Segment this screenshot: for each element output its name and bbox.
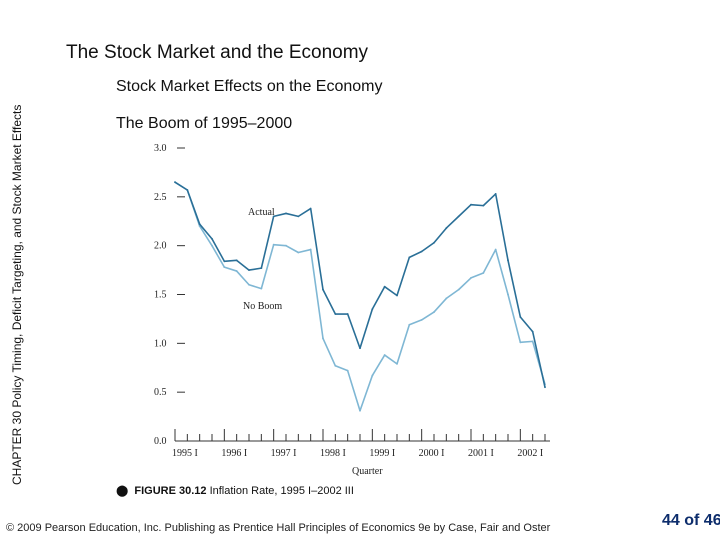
x-tick-label: 1996 I xyxy=(221,448,247,459)
page-number: 44 of 46 xyxy=(662,512,720,529)
data-point-actual xyxy=(235,259,238,262)
data-point-noboom xyxy=(494,248,497,251)
data-point-noboom xyxy=(408,323,411,326)
x-axis: 1995 I 1996 I 1997 I 1998 I 1999 I 2000 I 2001… xyxy=(172,429,550,459)
data-point-actual xyxy=(507,259,509,262)
data-point-noboom xyxy=(371,374,374,377)
globe-icon: ⬤ xyxy=(116,485,129,497)
data-point-noboom xyxy=(346,369,349,372)
x-tick-label: 2002 I xyxy=(517,448,543,459)
x-tick-label: 1998 I xyxy=(320,448,346,459)
y-axis: 0.0 0.5 1.0 1.5 2.0 2.5 3.0 xyxy=(154,143,185,447)
figure-number: FIGURE 30.12 xyxy=(134,485,207,497)
y-tick-label: 2.0 xyxy=(154,241,167,252)
data-point-noboom xyxy=(420,318,423,321)
data-point-noboom xyxy=(309,248,312,251)
x-tick-label: 1997 I xyxy=(271,448,297,459)
chapter-side-label: CHAPTER 30 Policy Timing, Deficit Target… xyxy=(10,104,24,485)
data-point-actual xyxy=(174,181,176,184)
series-line-noboom xyxy=(174,181,546,412)
data-point-noboom xyxy=(482,272,485,274)
y-tick-label: 0.0 xyxy=(154,436,167,447)
slide-title: The Stock Market and the Economy xyxy=(66,42,369,63)
data-point-noboom xyxy=(470,276,472,279)
data-point-actual xyxy=(198,223,201,226)
data-point-actual xyxy=(260,267,263,270)
x-tick-label: 1995 I xyxy=(172,448,198,459)
data-point-noboom xyxy=(235,270,238,272)
data-point-actual xyxy=(309,207,312,210)
data-point-actual xyxy=(420,250,423,253)
x-tick-label: 2000 I xyxy=(419,448,445,459)
data-point-actual xyxy=(482,204,485,207)
data-point-noboom xyxy=(359,409,361,412)
data-point-actual xyxy=(457,215,460,218)
data-point-actual xyxy=(346,313,349,315)
inflation-chart: 0.0 0.5 1.0 1.5 2.0 2.5 3.0 1995 I 1996 I 1997 I… xyxy=(154,143,550,477)
data-point-noboom xyxy=(322,337,324,340)
x-tick-label: 2001 I xyxy=(468,448,494,459)
data-point-actual xyxy=(285,212,287,215)
data-point-actual xyxy=(272,215,275,218)
data-point-actual xyxy=(519,316,522,318)
data-point-noboom xyxy=(285,244,287,247)
data-point-actual xyxy=(445,227,448,229)
data-point-actual xyxy=(494,193,497,195)
series-layer xyxy=(174,181,546,412)
data-point-actual xyxy=(383,285,386,288)
data-point-noboom xyxy=(223,266,226,269)
series-line-actual xyxy=(174,181,546,388)
data-point-noboom xyxy=(248,283,250,286)
data-point-noboom xyxy=(383,354,386,356)
data-point-noboom xyxy=(433,311,435,313)
section-title: Stock Market Effects on the Economy xyxy=(116,78,383,95)
data-point-noboom xyxy=(445,297,448,300)
data-point-actual xyxy=(408,256,411,259)
data-point-noboom xyxy=(297,251,300,254)
figure-description: Inflation Rate, 1995 I–2002 III xyxy=(209,485,354,497)
data-point-noboom xyxy=(334,364,337,367)
data-point-actual xyxy=(223,260,226,263)
series-label-actual: Actual xyxy=(248,207,275,218)
data-point-actual xyxy=(433,241,435,244)
data-point-actual xyxy=(371,308,374,311)
y-tick-label: 1.0 xyxy=(154,338,167,349)
data-point-actual xyxy=(531,330,534,333)
series-label-noboom: No Boom xyxy=(243,301,282,312)
chart-title: The Boom of 1995–2000 xyxy=(116,115,293,132)
y-tick-label: 1.5 xyxy=(154,290,167,301)
data-point-actual xyxy=(359,347,361,350)
data-point-actual xyxy=(396,294,398,297)
x-tick-label: 1999 I xyxy=(369,448,395,459)
data-point-actual xyxy=(322,288,324,291)
data-point-actual xyxy=(186,189,189,191)
data-point-noboom xyxy=(531,340,534,343)
data-point-actual xyxy=(334,313,337,315)
data-point-noboom xyxy=(211,244,213,247)
data-point-noboom xyxy=(507,293,509,296)
figure-caption: ⬤ FIGURE 30.12 Inflation Rate, 1995 I–20… xyxy=(116,484,354,497)
data-point-actual xyxy=(248,269,250,271)
data-point-noboom xyxy=(396,362,398,365)
y-tick-label: 0.5 xyxy=(154,387,167,398)
data-point-actual xyxy=(544,386,546,389)
y-tick-label: 2.5 xyxy=(154,192,167,203)
data-point-actual xyxy=(297,215,300,218)
x-axis-title: Quarter xyxy=(352,466,383,477)
data-point-actual xyxy=(211,237,213,240)
data-point-actual xyxy=(470,203,472,206)
y-tick-label: 3.0 xyxy=(154,143,167,154)
data-point-noboom xyxy=(457,288,460,291)
data-point-noboom xyxy=(272,243,275,246)
footer-copyright: © 2009 Pearson Education, Inc. Publishin… xyxy=(6,522,551,534)
data-point-noboom xyxy=(260,287,263,290)
data-point-noboom xyxy=(519,341,522,344)
